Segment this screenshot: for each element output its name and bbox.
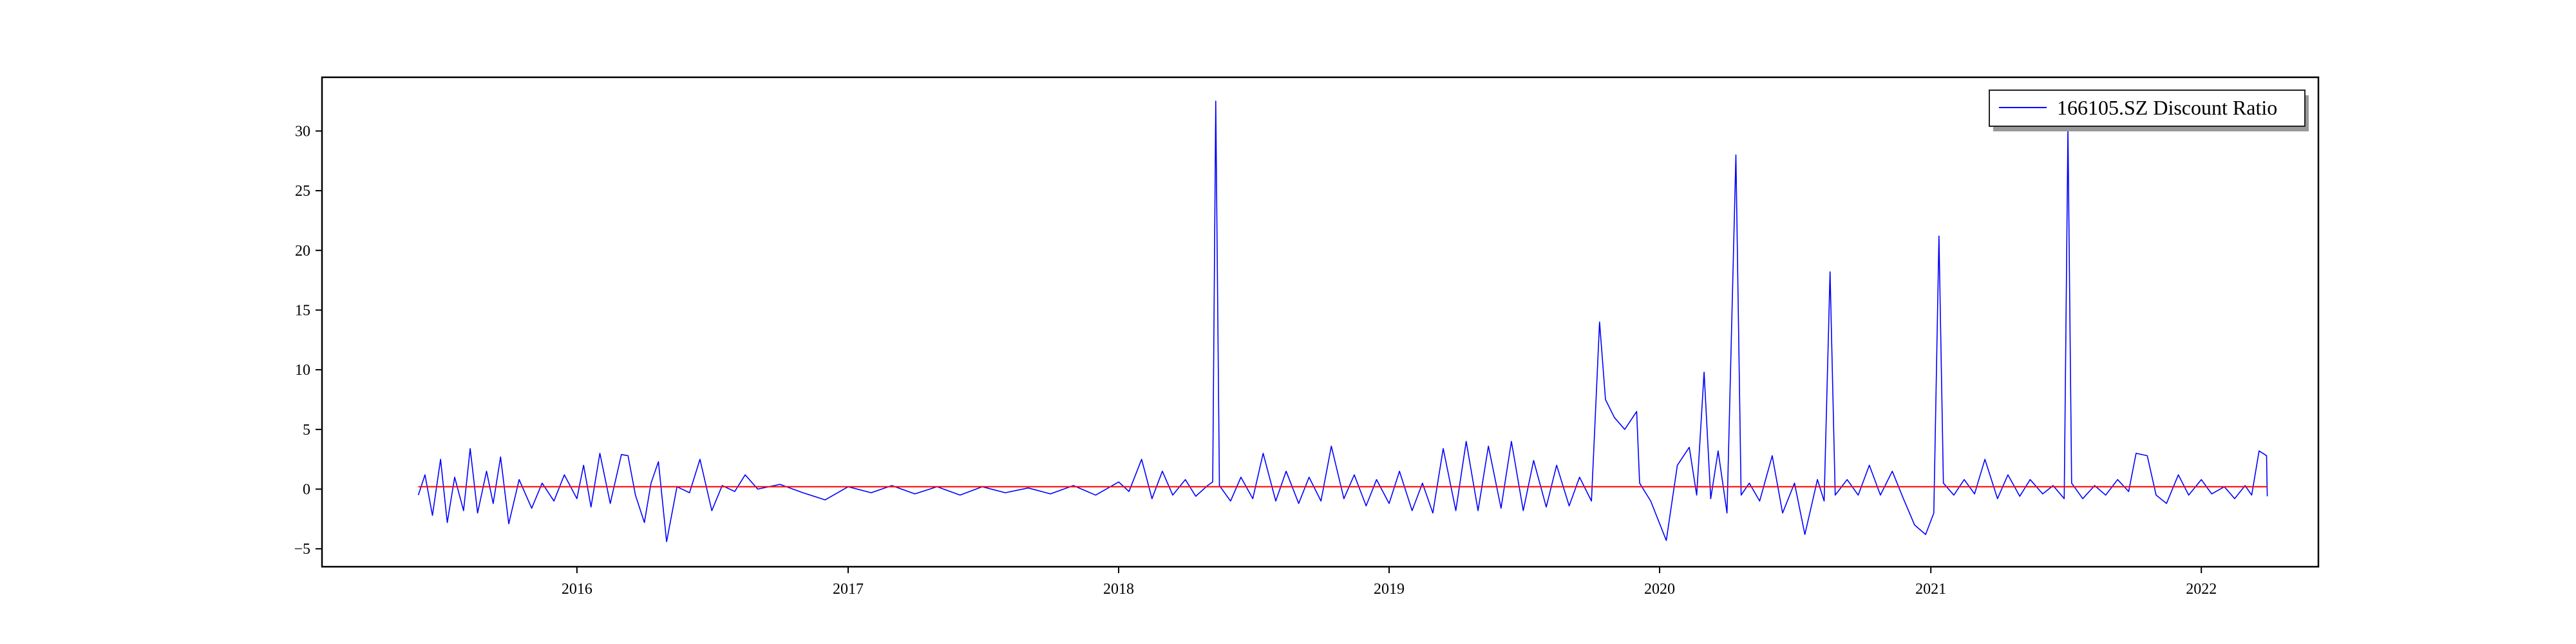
- series-layer: [417, 100, 2268, 542]
- legend-label: 166105.SZ Discount Ratio: [2057, 96, 2277, 119]
- y-tick-label: 0: [303, 482, 310, 498]
- y-tick-label: 5: [303, 422, 310, 439]
- legend: 166105.SZ Discount Ratio: [1989, 90, 2309, 131]
- x-tick-label: 2016: [562, 581, 592, 598]
- x-tick-label: 2020: [1644, 581, 1675, 598]
- y-tick-label: −5: [294, 541, 310, 558]
- series-line-discount-ratio: [417, 100, 2268, 542]
- x-tick-label: 2018: [1103, 581, 1134, 598]
- y-tick-label: 15: [295, 302, 310, 319]
- x-axis: 2016 2017 2018 2019 2020 2021 2022: [562, 567, 2217, 598]
- plot-frame: [321, 76, 2320, 568]
- y-axis: −5 0 5 10 15 20 25 30: [294, 123, 322, 558]
- y-tick-label: 30: [295, 123, 310, 140]
- x-tick-label: 2019: [1374, 581, 1405, 598]
- y-tick-label: 10: [295, 362, 310, 379]
- x-tick-label: 2017: [833, 581, 864, 598]
- x-tick-label: 2021: [1915, 581, 1946, 598]
- y-tick-label: 20: [295, 243, 310, 260]
- x-tick-label: 2022: [2186, 581, 2217, 598]
- y-tick-label: 25: [295, 183, 310, 200]
